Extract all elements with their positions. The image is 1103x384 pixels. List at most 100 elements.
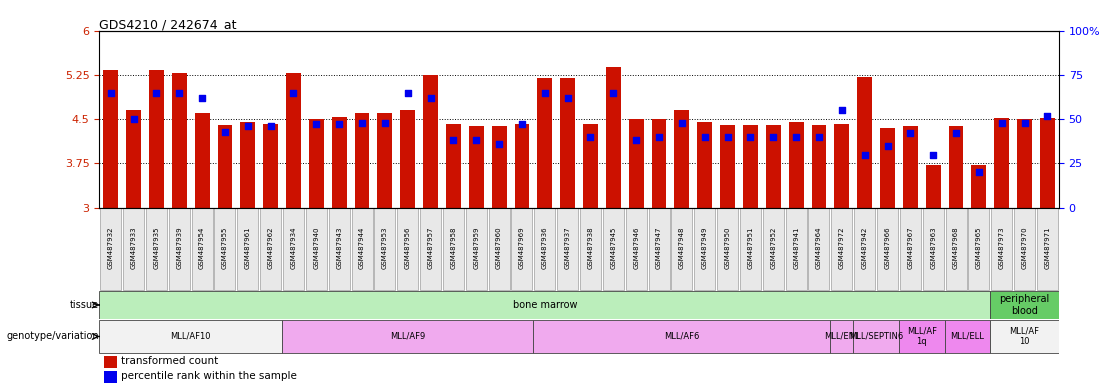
Text: GSM487950: GSM487950 bbox=[725, 226, 730, 269]
Bar bbox=[560, 78, 575, 208]
Point bbox=[468, 137, 485, 144]
Bar bbox=[332, 118, 346, 208]
Bar bbox=[264, 124, 278, 208]
Point bbox=[239, 123, 257, 129]
Text: GSM487937: GSM487937 bbox=[565, 226, 570, 269]
Text: GSM487932: GSM487932 bbox=[108, 226, 114, 269]
Text: GSM487933: GSM487933 bbox=[130, 226, 137, 269]
Point bbox=[399, 89, 417, 96]
Text: peripheral
blood: peripheral blood bbox=[999, 294, 1050, 316]
FancyBboxPatch shape bbox=[603, 209, 624, 290]
Bar bbox=[789, 122, 804, 208]
Bar bbox=[194, 113, 210, 208]
Bar bbox=[492, 126, 506, 208]
Point bbox=[810, 134, 827, 140]
Point bbox=[148, 89, 165, 96]
Bar bbox=[697, 122, 713, 208]
Bar bbox=[1017, 119, 1032, 208]
Text: MLL/AF10: MLL/AF10 bbox=[170, 332, 211, 341]
Text: GSM487966: GSM487966 bbox=[885, 226, 890, 269]
Bar bbox=[652, 119, 666, 208]
FancyBboxPatch shape bbox=[945, 209, 966, 290]
FancyBboxPatch shape bbox=[808, 209, 829, 290]
Text: GSM487963: GSM487963 bbox=[930, 226, 936, 269]
Bar bbox=[537, 78, 553, 208]
Text: GSM487952: GSM487952 bbox=[770, 226, 777, 269]
Text: GDS4210 / 242674_at: GDS4210 / 242674_at bbox=[99, 18, 237, 31]
Point bbox=[308, 121, 325, 127]
FancyBboxPatch shape bbox=[99, 291, 990, 319]
Point bbox=[216, 129, 234, 135]
FancyBboxPatch shape bbox=[694, 209, 715, 290]
FancyBboxPatch shape bbox=[329, 209, 350, 290]
Point bbox=[421, 95, 439, 101]
Point bbox=[285, 89, 302, 96]
FancyBboxPatch shape bbox=[465, 209, 486, 290]
Text: GSM487947: GSM487947 bbox=[656, 226, 662, 269]
FancyBboxPatch shape bbox=[625, 209, 646, 290]
Bar bbox=[949, 126, 964, 208]
Bar bbox=[925, 165, 941, 208]
Text: tissue: tissue bbox=[71, 300, 99, 310]
Point bbox=[993, 120, 1010, 126]
Text: GSM487943: GSM487943 bbox=[336, 226, 342, 269]
FancyBboxPatch shape bbox=[990, 291, 1059, 319]
Text: GSM487957: GSM487957 bbox=[428, 226, 433, 269]
Text: GSM487954: GSM487954 bbox=[199, 226, 205, 269]
Bar bbox=[812, 125, 826, 208]
Text: GSM487968: GSM487968 bbox=[953, 226, 960, 269]
Text: GSM487948: GSM487948 bbox=[678, 226, 685, 269]
FancyBboxPatch shape bbox=[944, 320, 990, 353]
FancyBboxPatch shape bbox=[534, 209, 555, 290]
Text: MLL/AF
1q: MLL/AF 1q bbox=[907, 327, 936, 346]
FancyBboxPatch shape bbox=[992, 209, 1013, 290]
Bar bbox=[104, 356, 117, 368]
FancyBboxPatch shape bbox=[192, 209, 213, 290]
Text: MLL/ELL: MLL/ELL bbox=[951, 332, 984, 341]
FancyBboxPatch shape bbox=[124, 209, 144, 290]
Point bbox=[788, 134, 805, 140]
Text: GSM487961: GSM487961 bbox=[245, 226, 250, 269]
FancyBboxPatch shape bbox=[443, 209, 464, 290]
Point bbox=[947, 130, 965, 136]
Text: GSM487936: GSM487936 bbox=[542, 226, 548, 269]
FancyBboxPatch shape bbox=[512, 209, 533, 290]
Bar bbox=[172, 73, 186, 208]
FancyBboxPatch shape bbox=[237, 209, 258, 290]
FancyBboxPatch shape bbox=[282, 320, 534, 353]
Point bbox=[490, 141, 507, 147]
Bar bbox=[400, 110, 415, 208]
Point bbox=[559, 95, 577, 101]
Text: GSM487940: GSM487940 bbox=[313, 226, 320, 269]
FancyBboxPatch shape bbox=[169, 209, 190, 290]
Text: GSM487953: GSM487953 bbox=[382, 226, 388, 269]
Point bbox=[673, 120, 690, 126]
Text: MLL/AF
10: MLL/AF 10 bbox=[1009, 327, 1040, 346]
FancyBboxPatch shape bbox=[306, 209, 326, 290]
Bar bbox=[377, 113, 393, 208]
FancyBboxPatch shape bbox=[374, 209, 395, 290]
Point bbox=[513, 121, 531, 127]
FancyBboxPatch shape bbox=[146, 209, 167, 290]
FancyBboxPatch shape bbox=[260, 209, 281, 290]
FancyBboxPatch shape bbox=[900, 209, 921, 290]
Text: percentile rank within the sample: percentile rank within the sample bbox=[121, 371, 297, 381]
Point bbox=[261, 123, 279, 129]
Bar bbox=[446, 124, 461, 208]
Text: GSM487969: GSM487969 bbox=[518, 226, 525, 269]
Text: transformed count: transformed count bbox=[121, 356, 218, 366]
Text: GSM487958: GSM487958 bbox=[450, 226, 457, 269]
Bar bbox=[424, 75, 438, 208]
Point bbox=[125, 116, 142, 122]
Bar bbox=[286, 73, 301, 208]
Bar bbox=[903, 126, 918, 208]
Point bbox=[741, 134, 759, 140]
Text: GSM487960: GSM487960 bbox=[496, 226, 502, 269]
FancyBboxPatch shape bbox=[420, 209, 441, 290]
FancyBboxPatch shape bbox=[1037, 209, 1058, 290]
FancyBboxPatch shape bbox=[100, 209, 121, 290]
Bar bbox=[743, 125, 758, 208]
Point bbox=[536, 89, 554, 96]
Point bbox=[856, 152, 874, 158]
Text: GSM487939: GSM487939 bbox=[176, 226, 182, 269]
